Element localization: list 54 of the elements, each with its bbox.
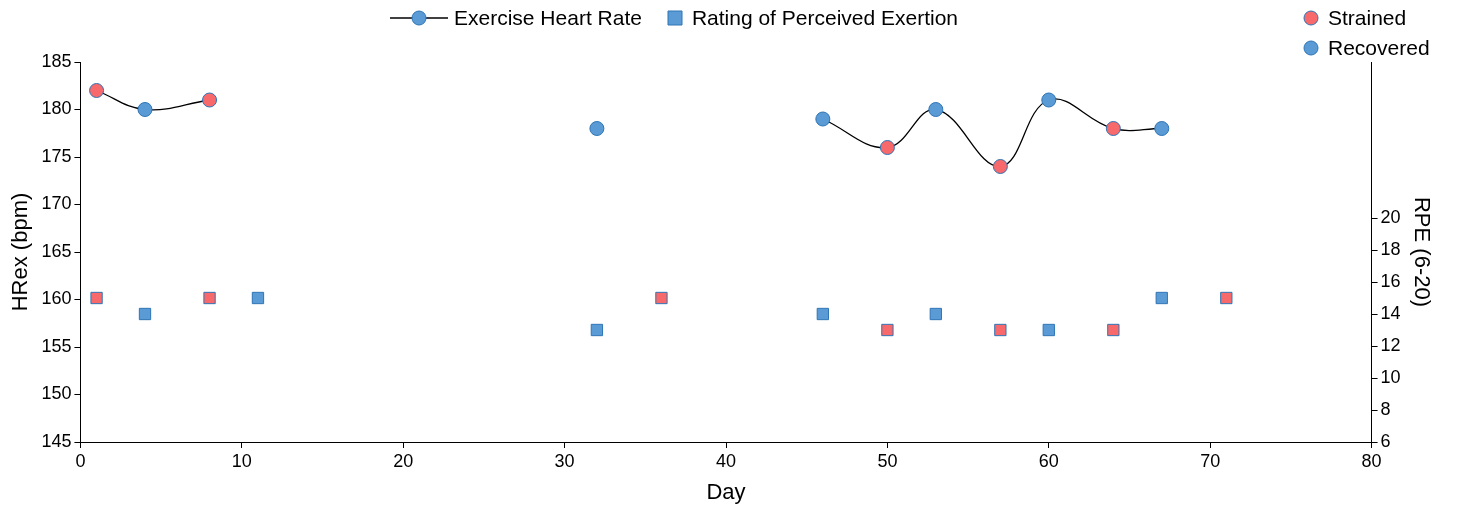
y-tick-label: 185 xyxy=(41,50,72,71)
y2-tick-label: 6 xyxy=(1380,430,1391,451)
point xyxy=(202,92,218,108)
point xyxy=(203,291,216,305)
point xyxy=(89,83,105,98)
legend-label: Recovered xyxy=(1328,36,1430,60)
point xyxy=(1107,323,1120,337)
point xyxy=(928,102,944,117)
point xyxy=(815,111,831,127)
point xyxy=(1220,291,1233,305)
y-tick-label: 145 xyxy=(41,430,72,451)
y2-tick-label: 12 xyxy=(1380,334,1401,355)
y2-tick-label: 14 xyxy=(1380,302,1401,323)
x-tick-label: 80 xyxy=(1361,450,1382,471)
x-tick-label: 60 xyxy=(1038,450,1059,471)
x-tick-label: 30 xyxy=(554,450,575,471)
x-tick-label: 40 xyxy=(715,450,737,471)
y-tick-label: 175 xyxy=(41,145,72,166)
point xyxy=(881,323,894,337)
legend-label: Strained xyxy=(1328,6,1407,30)
x-tick-label: 20 xyxy=(393,450,414,471)
point xyxy=(929,307,942,321)
legend-label: Exercise Heart Rate xyxy=(454,6,642,30)
point xyxy=(590,323,604,337)
point xyxy=(138,307,152,321)
x-axis-title: Day xyxy=(706,478,746,504)
y2-axis-title: RPE (6-20) xyxy=(1409,196,1435,308)
y2-tick-label: 20 xyxy=(1380,206,1401,227)
x-tick-label: 0 xyxy=(75,450,86,471)
point xyxy=(1041,92,1057,108)
x-tick-label: 70 xyxy=(1200,450,1221,471)
point xyxy=(655,291,668,305)
y2-tick-label: 18 xyxy=(1380,238,1401,259)
y-tick-label: 165 xyxy=(41,240,72,261)
point xyxy=(994,323,1007,337)
y-tick-label: 150 xyxy=(41,383,72,404)
y2-tick-label: 8 xyxy=(1380,398,1391,419)
y-tick-label: 155 xyxy=(41,335,72,356)
y-axis-title: HRex (bpm) xyxy=(7,192,33,312)
point xyxy=(816,307,829,321)
point xyxy=(1042,323,1055,337)
y-tick-label: 160 xyxy=(41,288,72,309)
point xyxy=(589,121,605,136)
point xyxy=(90,291,103,305)
point xyxy=(251,291,265,305)
point xyxy=(1155,291,1168,305)
y-tick-label: 180 xyxy=(41,98,72,119)
legend-label: Rating of Perceived Exertion xyxy=(691,6,959,30)
y2-tick-label: 10 xyxy=(1380,366,1401,387)
y2-tick-label: 16 xyxy=(1380,270,1401,291)
x-tick-label: 50 xyxy=(877,450,898,471)
x-tick-label: 10 xyxy=(231,450,252,471)
point xyxy=(1154,121,1170,136)
y-tick-label: 170 xyxy=(41,193,72,214)
